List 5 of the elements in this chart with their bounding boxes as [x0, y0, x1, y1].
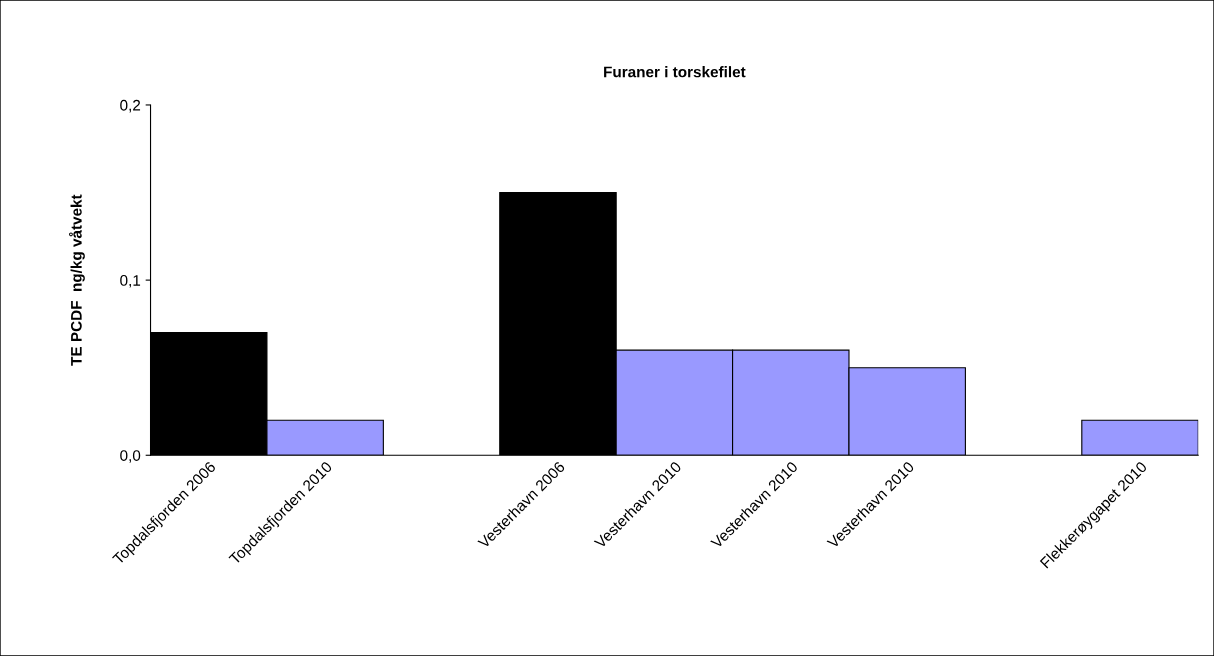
y-tick-label: 0,1 [120, 274, 141, 288]
y-axis-title: TE PCDF ng/kg våtvekt [69, 194, 85, 366]
y-tick-label: 0,0 [120, 450, 141, 463]
chart-title: Furaner i torskefilet [604, 66, 746, 78]
y-tick-label: 0,2 [120, 99, 141, 113]
